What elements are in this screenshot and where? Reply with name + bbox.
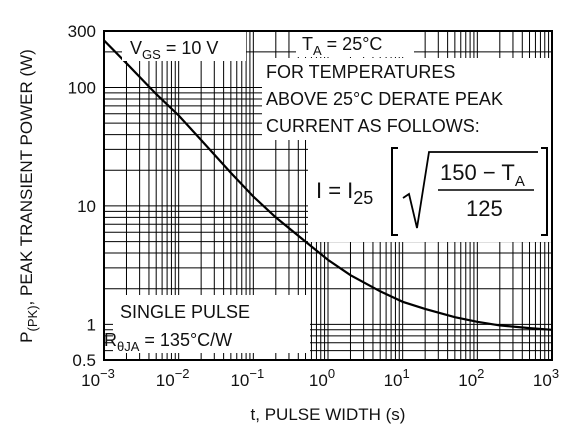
svg-text:RθJA = 135°C/W: RθJA = 135°C/W [104,330,232,354]
x-tick-label: 103 [533,366,559,390]
x-axis-label: t, PULSE WIDTH (s) [251,405,406,424]
x-tick-label: 10−3 [81,366,115,390]
derate-line-3: CURRENT AS FOLLOWS: [266,116,480,136]
x-tick-label: 102 [458,366,484,390]
svg-text:TA = 25°C: TA = 25°C [302,34,382,58]
right-bracket [541,147,548,236]
ta-annotation: TA = 25°C [296,31,414,58]
y-tick-label: 1 [87,315,96,334]
y-axis-label: P(PK), PEAK TRANSIENT POWER (W) [17,49,40,343]
formula-denominator: 125 [466,196,503,221]
single-pulse-note: SINGLE PULSE RθJA = 135°C/W [104,295,310,354]
radical-sign [402,151,538,229]
x-axis-ticks: 10−3 10−2 10−1 100 101 102 103 [81,366,559,390]
y-tick-label: 0.5 [72,351,96,370]
y-axis-ticks: 300 100 10 1 0.5 [68,22,96,370]
svg-text:VGS = 10 V: VGS = 10 V [130,38,218,62]
x-tick-label: 100 [309,366,335,390]
derate-line-2: ABOVE 25°C DERATE PEAK [266,89,503,109]
series-line-peak-power [103,39,553,331]
vgs-annotation: VGS = 10 V [122,31,246,62]
derate-line-1: FOR TEMPERATURES [266,62,455,82]
derate-note: FOR TEMPERATURES ABOVE 25°C DERATE PEAK … [262,58,552,140]
svg-text:150 − TA: 150 − TA [440,160,525,190]
left-bracket [391,147,398,236]
svg-text:I = I25: I = I25 [316,178,373,208]
plot-frame [103,30,553,361]
single-pulse-text: SINGLE PULSE [120,302,250,322]
y-tick-label: 10 [77,197,96,216]
y-tick-label: 100 [68,79,96,98]
x-tick-label: 10−1 [230,366,264,390]
derate-formula: I = I25 150 − TA 125 [308,140,552,242]
x-tick-label: 10−2 [156,366,190,390]
x-tick-label: 101 [384,366,410,390]
y-tick-label: 300 [68,22,96,41]
